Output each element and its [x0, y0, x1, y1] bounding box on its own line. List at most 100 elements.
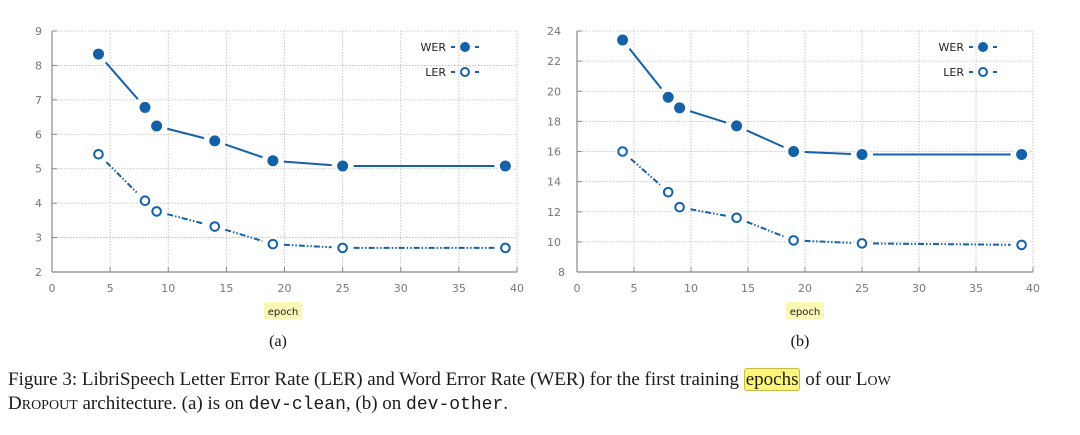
- y-tick-label: 14: [547, 176, 561, 189]
- chart-a: 0 5 10 15 20 25 30 35 40 2 3 4 5 6 7 8 9 WER LER epoch (a): [35, 25, 524, 350]
- caption-mid: of our: [800, 369, 856, 390]
- data-point-ler: [617, 146, 628, 157]
- data-point-ler: [337, 242, 348, 254]
- series-line-segment-ler: [283, 243, 332, 249]
- y-tick-label: 22: [547, 55, 561, 68]
- data-point-ler: [731, 212, 742, 224]
- x-tick-label: 15: [741, 282, 755, 295]
- x-tick-label: 40: [1026, 282, 1040, 295]
- legend-label-wer: WER: [421, 41, 447, 54]
- x-tick-label: 5: [631, 282, 638, 295]
- x-tick-label: 10: [684, 282, 698, 295]
- series-line-segment-wer: [167, 127, 205, 140]
- caption-between: , (b) on: [345, 393, 407, 414]
- data-point-wer: [499, 160, 511, 172]
- x-tick-label: 30: [912, 282, 926, 295]
- data-point-wer: [337, 160, 349, 172]
- data-point-ler: [674, 201, 685, 213]
- data-point-ler: [151, 206, 162, 217]
- legend-label-wer: WER: [939, 41, 965, 54]
- data-point-wer: [731, 120, 743, 132]
- data-point-ler: [267, 238, 279, 250]
- series-line-segment-wer: [104, 61, 139, 100]
- x-axis-label: epoch: [268, 307, 298, 318]
- y-tick-label: 20: [547, 85, 561, 98]
- data-point-ler: [1016, 239, 1027, 251]
- caption-dropout-rest: ROPOUT: [21, 398, 78, 413]
- series-line-segment-ler: [105, 161, 138, 194]
- x-tick-label: 35: [452, 282, 466, 295]
- y-tick-label: 24: [547, 25, 561, 38]
- y-tick-label: 16: [547, 146, 561, 159]
- data-point-ler: [209, 221, 221, 232]
- data-point-wer: [662, 91, 674, 103]
- x-tick-label: 15: [219, 282, 233, 295]
- series-line-segment-wer: [746, 129, 784, 148]
- y-tick-label: 8: [558, 266, 565, 279]
- data-point-wer: [267, 155, 279, 167]
- y-tick-label: 10: [547, 236, 561, 249]
- series-line-segment-wer: [804, 150, 852, 156]
- subfigure-label: (a): [269, 333, 287, 350]
- data-point-ler: [856, 238, 868, 249]
- legend-label-ler: LER: [943, 66, 964, 79]
- legend-marker-ler: [460, 67, 470, 77]
- series-line-segment-wer: [283, 160, 332, 167]
- caption-low-rest: OW: [867, 374, 891, 389]
- y-tick-label: 2: [35, 266, 42, 279]
- series-line-segment-wer: [689, 110, 727, 124]
- caption-after-arch: architecture. (a) is on: [77, 393, 249, 414]
- y-tick-label: 9: [35, 25, 42, 38]
- legend-marker-wer: [460, 42, 470, 52]
- x-tick-label: 40: [510, 282, 524, 295]
- data-point-ler: [788, 235, 799, 246]
- data-point-wer: [856, 149, 868, 161]
- y-tick-label: 5: [35, 163, 42, 176]
- subfigure-label: (b): [791, 333, 810, 350]
- y-tick-label: 12: [547, 206, 561, 219]
- series-line-segment-ler: [630, 158, 661, 186]
- data-point-ler: [93, 148, 104, 160]
- data-point-wer: [674, 102, 686, 114]
- data-point-wer: [93, 48, 104, 60]
- series-line-segment-ler: [224, 228, 263, 242]
- figure-caption: Figure 3: LibriSpeech Letter Error Rate …: [8, 368, 1076, 417]
- x-tick-label: 20: [278, 282, 292, 295]
- x-tick-label: 10: [161, 282, 175, 295]
- series-line-segment-wer: [224, 143, 263, 159]
- data-point-wer: [788, 146, 800, 157]
- series-line-segment-ler: [746, 220, 784, 238]
- series-line-segment-ler: [872, 242, 1011, 246]
- series-line-segment-ler: [690, 208, 726, 217]
- series-line-segment-ler: [804, 239, 852, 244]
- x-axis-label: epoch: [790, 307, 820, 318]
- series-line-segment-wer: [628, 48, 663, 90]
- data-point-wer: [1016, 149, 1028, 161]
- x-tick-label: 30: [394, 282, 408, 295]
- chart-b: 0 5 10 15 20 25 30 35 40 8 10 12 14 16 18 20 22 24 WER LER e…: [547, 25, 1040, 350]
- x-tick-label: 0: [49, 282, 56, 295]
- caption-dropout-initial: D: [8, 393, 22, 414]
- y-tick-label: 8: [35, 59, 42, 72]
- x-tick-label: 5: [107, 282, 114, 295]
- data-point-wer: [617, 34, 629, 46]
- x-tick-label: 20: [798, 282, 812, 295]
- y-tick-label: 7: [35, 94, 42, 107]
- series-line-segment-ler: [167, 213, 205, 225]
- caption-low-initial: L: [855, 369, 868, 390]
- x-tick-label: 25: [855, 282, 869, 295]
- caption-end: .: [503, 393, 509, 414]
- caption-highlight-epochs: epochs: [743, 368, 801, 391]
- xlabel-highlight: [786, 302, 824, 319]
- y-tick-label: 4: [35, 197, 42, 210]
- caption-code-dev-other: dev-other: [406, 395, 504, 415]
- data-point-ler: [500, 242, 511, 254]
- xlabel-highlight: [264, 302, 302, 319]
- legend-marker-wer: [978, 42, 988, 52]
- data-point-ler: [139, 195, 151, 207]
- x-tick-label: 25: [336, 282, 350, 295]
- x-tick-label: 0: [574, 282, 581, 295]
- y-tick-label: 3: [35, 232, 42, 245]
- caption-prefix: Figure 3: LibriSpeech Letter Error Rate …: [8, 369, 744, 390]
- y-tick-label: 18: [547, 115, 561, 128]
